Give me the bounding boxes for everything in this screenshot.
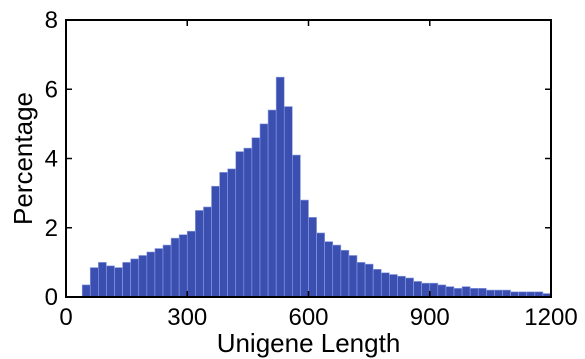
y-tick-label: 0 — [45, 284, 58, 311]
x-tick-label: 300 — [167, 304, 207, 331]
y-tick-label: 4 — [45, 146, 58, 173]
x-axis-label: Unigene Length — [217, 328, 401, 358]
histogram-bar — [308, 217, 317, 298]
histogram-bar — [389, 274, 398, 298]
histogram-bar — [461, 286, 471, 298]
histogram-bar — [397, 275, 406, 298]
histogram-bar — [324, 241, 334, 298]
histogram-bar — [283, 106, 293, 298]
histogram-bar — [138, 255, 148, 298]
histogram-bar — [332, 244, 342, 298]
histogram-bar — [356, 262, 366, 298]
histogram-bar — [405, 277, 414, 298]
histogram-bar — [445, 286, 455, 298]
y-tick-label: 8 — [45, 7, 58, 34]
bars-group — [81, 76, 552, 298]
histogram-bar — [146, 251, 156, 298]
histogram-bar — [477, 288, 487, 298]
histogram-bar — [469, 288, 479, 298]
histogram-bar — [211, 185, 220, 298]
histogram-bar — [453, 288, 463, 298]
ticks-group: 0 300 600 900 1200 0 2 4 6 8 — [45, 7, 578, 331]
histogram-bar — [437, 284, 447, 298]
histogram-bar — [178, 234, 188, 298]
histogram-bar — [162, 244, 172, 298]
histogram-bar — [292, 154, 301, 298]
histogram-bar — [195, 210, 204, 298]
histogram-bar — [235, 151, 245, 298]
histogram-bar — [106, 265, 115, 298]
histogram-bar — [486, 289, 495, 298]
y-axis-label: Percentage — [8, 92, 38, 225]
histogram-bar — [251, 137, 261, 298]
histogram-bar — [372, 268, 382, 298]
histogram-bar — [98, 262, 107, 298]
histogram-bar — [275, 76, 285, 298]
histogram-bar — [364, 263, 374, 298]
histogram-bar — [81, 284, 91, 298]
histogram-bar — [421, 282, 431, 298]
histogram-bar — [227, 168, 237, 298]
histogram-bar — [130, 258, 140, 298]
histogram-bar — [243, 147, 253, 298]
histogram-bar — [186, 230, 196, 298]
histogram-bar — [502, 289, 511, 298]
x-tick-label: 900 — [410, 304, 450, 331]
histogram-bar — [413, 281, 422, 298]
x-tick-label: 0 — [59, 304, 72, 331]
histogram-bar — [340, 249, 350, 298]
histogram-bar — [300, 199, 309, 298]
histogram-bar — [494, 289, 503, 298]
x-tick-label: 600 — [288, 304, 328, 331]
histogram-bar — [267, 109, 277, 298]
histogram-bar — [380, 272, 390, 298]
histogram-bar — [259, 123, 269, 298]
y-tick-label: 2 — [45, 215, 58, 242]
histogram-bar — [89, 267, 99, 298]
histogram-bar — [348, 255, 358, 298]
x-tick-label: 1200 — [524, 304, 577, 331]
histogram-bar — [122, 262, 131, 298]
y-tick-label: 6 — [45, 76, 58, 103]
histogram-bar — [429, 282, 439, 298]
histogram-bar — [170, 237, 180, 298]
histogram-bar — [316, 232, 325, 298]
histogram-bar — [203, 206, 212, 298]
histogram-bar — [219, 172, 228, 298]
histogram-bar — [114, 267, 123, 298]
histogram-bar — [154, 248, 164, 298]
